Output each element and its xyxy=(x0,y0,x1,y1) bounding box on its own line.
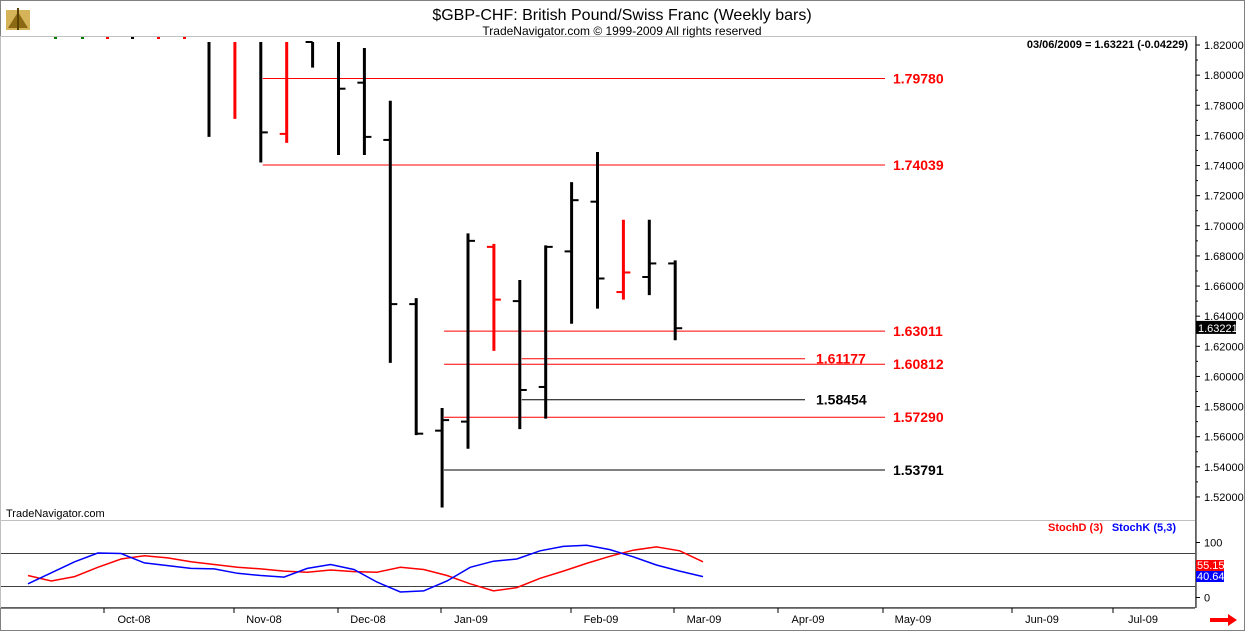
stochd-badge-text: 55.15 xyxy=(1197,560,1225,572)
x-tick-label: Jan-09 xyxy=(454,614,488,626)
stoch-series-line xyxy=(27,544,704,593)
x-tick-label: Oct-08 xyxy=(117,614,150,626)
ohlc-bar xyxy=(409,298,424,436)
watermark: TradeNavigator.com xyxy=(6,508,105,520)
level-label: 1.53791 xyxy=(893,462,944,478)
y-tick-label: 1.54000 xyxy=(1204,462,1244,474)
price-axis: 1.82000 1.80000 1.78000 1.76000 1.74000 1.720… xyxy=(1195,36,1244,608)
x-tick-label: Dec-08 xyxy=(350,614,385,626)
bar-marker xyxy=(106,37,109,39)
ohlc-bar xyxy=(383,100,398,363)
ohlc-bar xyxy=(590,151,605,309)
chart-title: $GBP-CHF: British Pound/Swiss Franc (Wee… xyxy=(432,7,811,24)
y-tick-label: 1.66000 xyxy=(1204,281,1244,293)
y-tick-label: 1.56000 xyxy=(1204,432,1244,444)
x-tick-label: Mar-09 xyxy=(687,614,722,626)
level-label: 1.74039 xyxy=(893,157,944,173)
x-tick-label: Jun-09 xyxy=(1025,614,1059,626)
y-tick-label: 1.64000 xyxy=(1204,311,1244,323)
ohlc-bar xyxy=(668,260,683,341)
y-tick-label: 1.82000 xyxy=(1204,40,1244,52)
ohlc-bar xyxy=(564,182,579,324)
legend-stochk: StochK (5,3) xyxy=(1112,522,1177,534)
info-line: 03/06/2009 = 1.63221 (-0.04229) xyxy=(1027,39,1188,51)
level-lines: 1.79780 1.74039 1.63011 1.61177 1.60812 1.584… xyxy=(262,70,944,478)
ohlc-bar xyxy=(538,245,553,419)
svg-text:1.63221: 1.63221 xyxy=(1198,323,1238,335)
legend-stochd: StochD (3) xyxy=(1048,522,1103,534)
level-label: 1.63011 xyxy=(893,323,943,339)
level-label: 1.79780 xyxy=(893,70,944,86)
y-tick-label: 1.70000 xyxy=(1204,221,1244,233)
level-label: 1.61177 xyxy=(816,351,866,367)
y-tick-label: 1.62000 xyxy=(1204,341,1244,353)
x-tick-label: Feb-09 xyxy=(584,614,619,626)
tradenavigator-logo xyxy=(6,8,30,30)
ohlc-bar xyxy=(279,42,289,143)
ohlc-bar xyxy=(512,280,527,430)
stochk-badge-text: 40.64 xyxy=(1197,571,1225,583)
y-tick-label: 1.74000 xyxy=(1204,161,1244,173)
stoch-tick-label: 100 xyxy=(1204,538,1222,550)
bar-marker xyxy=(157,37,160,39)
y-tick-label: 1.52000 xyxy=(1204,492,1244,504)
bar-marker xyxy=(81,37,84,39)
ohlc-bar xyxy=(305,41,315,68)
scroll-right-arrow[interactable] xyxy=(1208,613,1238,627)
stoch-series-line xyxy=(27,546,704,592)
stoch-tick-label: 0 xyxy=(1204,593,1210,605)
stochd-badge xyxy=(1196,560,1224,571)
bar-marker xyxy=(183,37,186,39)
ohlc-bar xyxy=(259,42,268,163)
ohlc-bar xyxy=(337,42,346,155)
x-tick-label: May-09 xyxy=(895,614,932,626)
ohlc-bar xyxy=(435,408,450,508)
time-axis: Oct-08 Nov-08 Dec-08 Jan-09 Feb-09 Mar-09 Apr-… xyxy=(1,607,1195,626)
ohlc-bar xyxy=(357,48,372,155)
ohlc-bar xyxy=(461,233,475,449)
last-price-badge: 1.63221 xyxy=(1196,320,1238,335)
y-tick-label: 1.72000 xyxy=(1204,191,1244,203)
chart-subtitle: TradeNavigator.com © 1999-2009 All right… xyxy=(482,24,761,38)
y-tick-label: 1.60000 xyxy=(1204,371,1244,383)
stoch-panel-border xyxy=(0,520,1196,608)
y-tick-label: 1.78000 xyxy=(1204,100,1244,112)
y-tick-label: 1.58000 xyxy=(1204,402,1244,414)
y-tick-label: 1.76000 xyxy=(1204,130,1244,142)
bar-marker xyxy=(131,37,134,39)
level-label: 1.57290 xyxy=(893,409,944,425)
x-tick-label: Nov-08 xyxy=(246,614,281,626)
y-tick-label: 1.80000 xyxy=(1204,70,1244,82)
stochk-badge xyxy=(1196,571,1224,582)
ohlc-bars xyxy=(54,37,683,508)
ohlc-bar xyxy=(486,243,501,351)
ohlc-bar xyxy=(616,219,631,300)
bar-marker xyxy=(54,37,57,39)
level-label: 1.60812 xyxy=(893,356,944,372)
x-tick-label: Jul-09 xyxy=(1128,614,1158,626)
y-tick-label: 1.68000 xyxy=(1204,251,1244,263)
ohlc-bar xyxy=(642,219,657,296)
x-tick-label: Apr-09 xyxy=(791,614,824,626)
level-label: 1.58454 xyxy=(816,392,867,408)
